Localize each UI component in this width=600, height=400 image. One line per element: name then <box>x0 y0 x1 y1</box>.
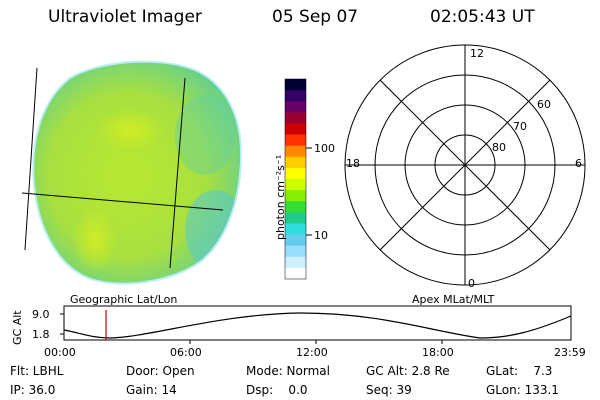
mlt-label-18: 18 <box>346 157 360 170</box>
app-title: Ultraviolet Imager <box>48 7 202 27</box>
orbit-ytick-max: 9.0 <box>32 308 50 321</box>
info-gain: Gain: 14 <box>126 383 177 397</box>
colorbar-segment <box>285 90 306 102</box>
colorbar-segment <box>285 167 306 180</box>
altitude-curve <box>63 312 572 339</box>
mlt-label-0: 0 <box>468 277 475 290</box>
orbit-ytick-min: 1.8 <box>32 328 50 341</box>
colorbar-tick-10: 10 <box>314 229 328 242</box>
date-label: 05 Sep 07 <box>272 7 359 27</box>
mlt-label-6: 6 <box>575 157 582 170</box>
latitude-line <box>21 192 224 211</box>
colorbar-segment <box>285 156 306 169</box>
info-glat: GLat: 7.3 <box>486 364 553 378</box>
colorbar-segment <box>285 212 306 224</box>
colorbar-segment <box>285 267 306 280</box>
color-scale-bar <box>285 79 306 280</box>
earth-image-label: Geographic Lat/Lon <box>70 293 178 306</box>
colorbar-tick-100: 100 <box>314 142 335 155</box>
info-ip: IP: 36.0 <box>10 383 56 397</box>
longitude-line <box>169 77 186 269</box>
info-filter: Flt: LBHL <box>10 364 64 378</box>
info-mode: Mode: Normal <box>246 364 330 378</box>
polar-plot-label: Apex MLat/MLT <box>412 293 495 306</box>
colorbar-segment <box>285 145 306 158</box>
orbit-xtick-1200: 12:00 <box>296 346 328 359</box>
lat-label-80: 80 <box>492 141 506 154</box>
colorbar-segment <box>285 112 306 124</box>
info-seq: Seq: 39 <box>366 383 412 397</box>
lat-label-60: 60 <box>537 98 551 111</box>
info-gc-alt: GC Alt: 2.8 Re <box>366 364 450 378</box>
orbit-ylabel: GC Alt <box>11 310 24 345</box>
mlt-label-12: 12 <box>470 47 484 60</box>
orbit-xtick-2359: 23:59 <box>554 346 586 359</box>
colorbar-segment <box>285 79 306 91</box>
info-door: Door: Open <box>126 364 195 378</box>
colorbar-segment <box>285 256 306 269</box>
time-label: 02:05:43 UT <box>430 7 535 27</box>
colorbar-segment <box>285 223 306 236</box>
orbit-xtick-1800: 18:00 <box>422 346 454 359</box>
colorbar-unit-label: photon cm⁻²s⁻¹ <box>274 154 287 240</box>
colorbar-segment <box>285 190 306 202</box>
longitude-line <box>24 67 38 251</box>
orbit-altitude-plot <box>60 305 572 344</box>
polar-plot <box>344 44 586 286</box>
info-dsp: Dsp: 0.0 <box>246 383 308 397</box>
colorbar-segment <box>285 179 306 191</box>
info-glon: GLon: 133.1 <box>486 383 559 397</box>
lat-label-70: 70 <box>513 120 527 133</box>
uv-earth-image <box>21 60 243 285</box>
colorbar-segment <box>285 245 306 258</box>
orbit-xtick-0600: 06:00 <box>170 346 202 359</box>
orbit-xtick-0000: 00:00 <box>44 346 76 359</box>
colorbar-segment <box>285 134 306 147</box>
colorbar-segment <box>285 101 306 113</box>
colorbar-segment <box>285 201 306 213</box>
colorbar-segment <box>285 234 306 247</box>
colorbar-segment <box>285 123 306 136</box>
